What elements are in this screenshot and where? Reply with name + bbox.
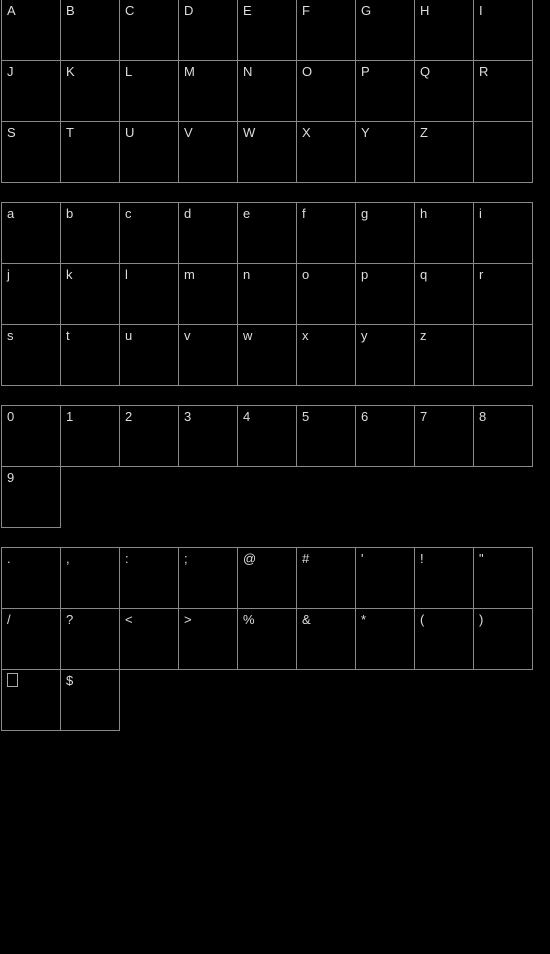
glyph-cell: x	[296, 324, 356, 386]
glyph-cell: n	[237, 263, 297, 325]
glyph-cell: O	[296, 60, 356, 122]
glyph-cell: (	[414, 608, 474, 670]
glyph-cell: P	[355, 60, 415, 122]
glyph-grid: 012345678 9	[0, 406, 550, 528]
glyph-cell: !	[414, 547, 474, 609]
glyph-cell: j	[1, 263, 61, 325]
glyph-cell: 1	[60, 405, 120, 467]
glyph-cell: X	[296, 121, 356, 183]
glyph-cell: L	[119, 60, 179, 122]
glyph-cell: c	[119, 202, 179, 264]
glyph-cell: I	[473, 0, 533, 61]
glyph-cell: p	[355, 263, 415, 325]
glyph-cell: 3	[178, 405, 238, 467]
glyph-cell: k	[60, 263, 120, 325]
font-character-map: ABCDEFGHI JKLMNOPQR STUVWXYZabcdefghi jklmn…	[0, 0, 550, 731]
glyph-grid: abcdefghi jklmnopqr stuvwxyz	[0, 203, 550, 386]
glyph-cell: U	[119, 121, 179, 183]
glyph-cell	[473, 324, 533, 386]
glyph-cell: ;	[178, 547, 238, 609]
glyph-cell: M	[178, 60, 238, 122]
glyph-cell: R	[473, 60, 533, 122]
glyph-cell: G	[355, 0, 415, 61]
glyph-cell: ?	[60, 608, 120, 670]
glyph-cell: /	[1, 608, 61, 670]
glyph-cell: w	[237, 324, 297, 386]
glyph-cell: J	[1, 60, 61, 122]
glyph-cell: m	[178, 263, 238, 325]
glyph-cell: K	[60, 60, 120, 122]
glyph-cell: *	[355, 608, 415, 670]
glyph-cell: .	[1, 547, 61, 609]
glyph-cell: H	[414, 0, 474, 61]
glyph-cell: o	[296, 263, 356, 325]
glyph-cell: F	[296, 0, 356, 61]
glyph-cell: t	[60, 324, 120, 386]
glyph-cell: r	[473, 263, 533, 325]
glyph-cell: 6	[355, 405, 415, 467]
glyph-cell: :	[119, 547, 179, 609]
glyph-cell: >	[178, 608, 238, 670]
glyph-cell: f	[296, 202, 356, 264]
glyph-cell: a	[1, 202, 61, 264]
glyph-cell: d	[178, 202, 238, 264]
glyph-cell: A	[1, 0, 61, 61]
glyph-grid: ABCDEFGHI JKLMNOPQR STUVWXYZ	[0, 0, 550, 183]
glyph-cell: y	[355, 324, 415, 386]
glyph-cell: z	[414, 324, 474, 386]
glyph-cell: g	[355, 202, 415, 264]
glyph-cell: V	[178, 121, 238, 183]
glyph-cell: Y	[355, 121, 415, 183]
glyph-cell: W	[237, 121, 297, 183]
glyph-group-digits: 012345678 9	[0, 406, 550, 528]
glyph-cell: )	[473, 608, 533, 670]
glyph-cell: Q	[414, 60, 474, 122]
glyph-cell: "	[473, 547, 533, 609]
glyph-cell: <	[119, 608, 179, 670]
glyph-cell: S	[1, 121, 61, 183]
glyph-cell: ,	[60, 547, 120, 609]
glyph-cell: 7	[414, 405, 474, 467]
glyph-cell: #	[296, 547, 356, 609]
glyph-cell: Z	[414, 121, 474, 183]
glyph-group-punctuation: .,:;@#'!" /?<>%&*() $	[0, 548, 550, 731]
glyph-cell: $	[60, 669, 120, 731]
glyph-cell: B	[60, 0, 120, 61]
glyph-cell: q	[414, 263, 474, 325]
glyph-group-uppercase: ABCDEFGHI JKLMNOPQR STUVWXYZ	[0, 0, 550, 183]
glyph-cell	[1, 669, 61, 731]
glyph-cell: u	[119, 324, 179, 386]
glyph-cell: b	[60, 202, 120, 264]
glyph-cell: 2	[119, 405, 179, 467]
glyph-cell: 0	[1, 405, 61, 467]
glyph-cell: N	[237, 60, 297, 122]
glyph-cell: E	[237, 0, 297, 61]
glyph-cell: 5	[296, 405, 356, 467]
glyph-cell: h	[414, 202, 474, 264]
glyph-cell: T	[60, 121, 120, 183]
glyph-cell: @	[237, 547, 297, 609]
glyph-cell	[473, 121, 533, 183]
glyph-cell: D	[178, 0, 238, 61]
missing-glyph-icon	[7, 673, 18, 687]
glyph-cell: e	[237, 202, 297, 264]
glyph-cell: C	[119, 0, 179, 61]
glyph-cell: 9	[1, 466, 61, 528]
glyph-cell: 4	[237, 405, 297, 467]
glyph-cell: s	[1, 324, 61, 386]
glyph-cell: '	[355, 547, 415, 609]
glyph-cell: %	[237, 608, 297, 670]
glyph-cell: v	[178, 324, 238, 386]
glyph-cell: l	[119, 263, 179, 325]
glyph-cell: &	[296, 608, 356, 670]
glyph-grid: .,:;@#'!" /?<>%&*() $	[0, 548, 550, 731]
glyph-group-lowercase: abcdefghi jklmnopqr stuvwxyz	[0, 203, 550, 386]
glyph-cell: i	[473, 202, 533, 264]
glyph-cell: 8	[473, 405, 533, 467]
